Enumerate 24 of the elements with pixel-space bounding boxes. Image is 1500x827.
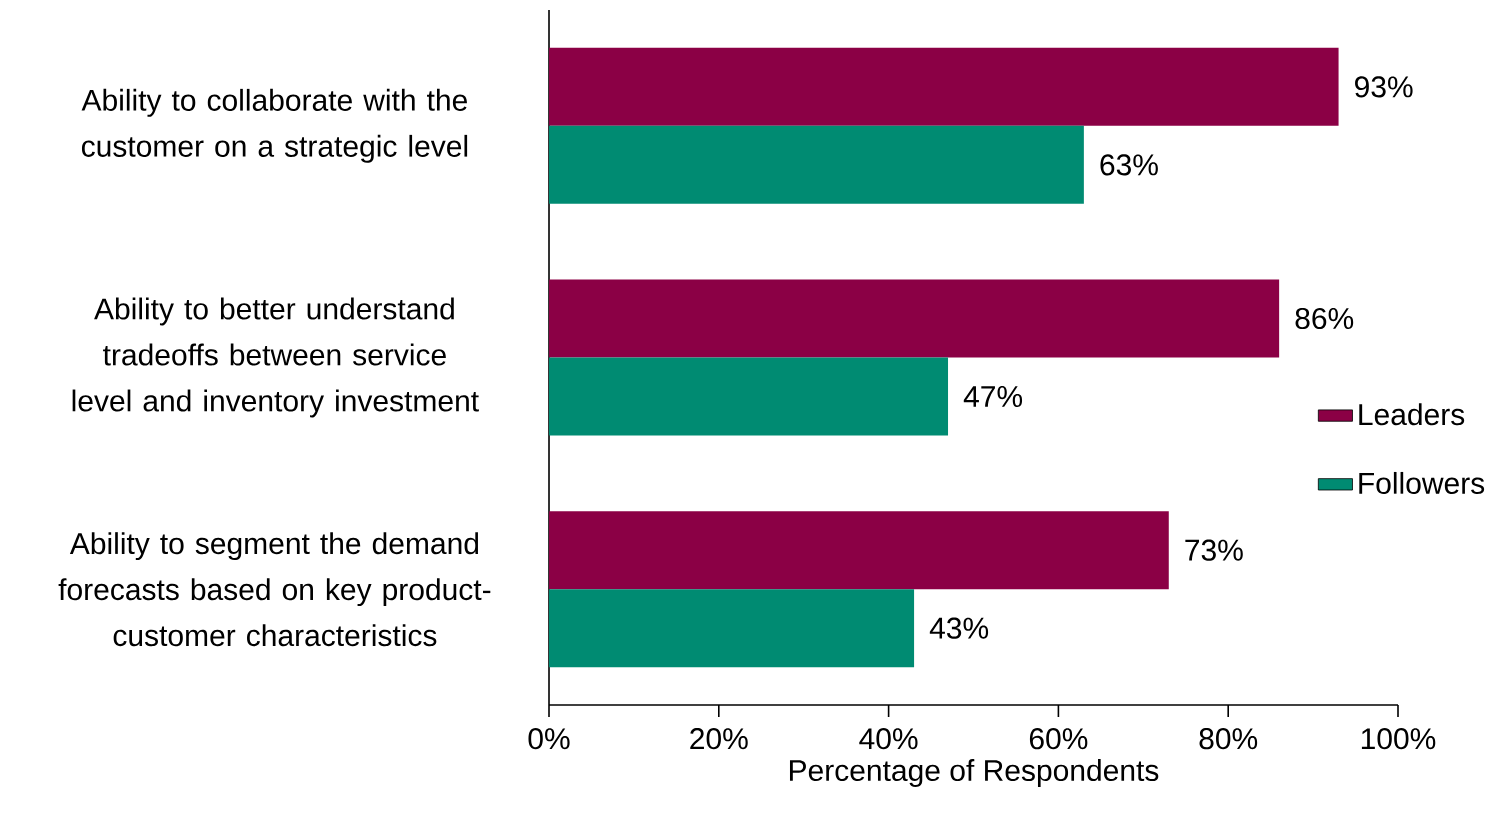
x-axis-title: Percentage of Respondents xyxy=(789,759,1159,787)
legend-label: Followers xyxy=(1359,471,1485,494)
data-label: 73% xyxy=(1185,539,1243,561)
x-tick-label: 0% xyxy=(528,728,570,750)
bar xyxy=(549,511,1169,590)
bar xyxy=(549,125,1084,204)
data-label: 63% xyxy=(1100,154,1158,176)
y-tick-label: Ability to better understand tradeoffs between service level and inventory investment xyxy=(72,297,479,418)
bar xyxy=(549,279,1280,358)
y-tick-label: Ability to segment the demand forecasts based on key product-customer characteristics xyxy=(58,532,491,647)
x-tick-label: 60% xyxy=(1029,728,1088,750)
y-tick-label: Ability to collaborate with the customer on a strategic level xyxy=(81,88,468,163)
legend-label: Leaders xyxy=(1359,403,1465,426)
bar xyxy=(549,589,915,668)
data-label: 43% xyxy=(929,617,989,639)
data-label: 93% xyxy=(1355,76,1413,98)
x-tick-label: 20% xyxy=(690,728,748,750)
bar xyxy=(549,47,1339,126)
x-tick-label: 100% xyxy=(1361,728,1436,750)
data-label: 86% xyxy=(1295,307,1354,330)
x-tick-label: 80% xyxy=(1199,728,1258,750)
bar xyxy=(549,357,949,436)
x-tick-label: 40% xyxy=(859,728,918,750)
data-label: 47% xyxy=(963,386,1023,408)
